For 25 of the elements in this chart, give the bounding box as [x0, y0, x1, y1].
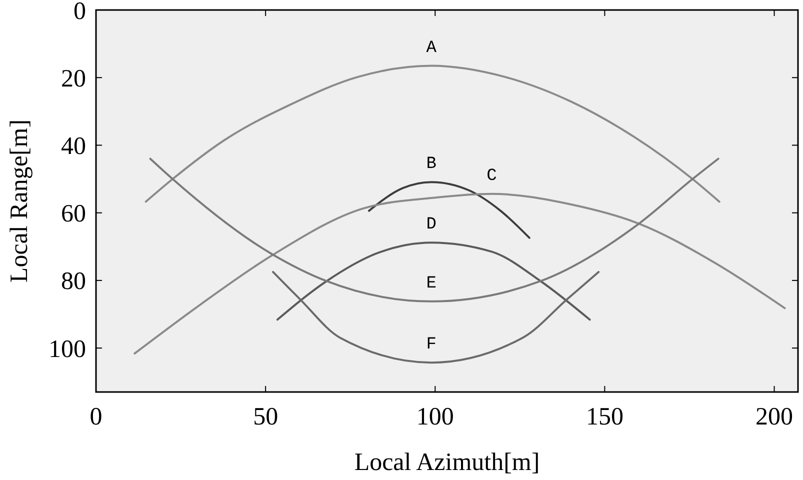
y-tick-label: 40 [61, 132, 86, 160]
series-label: E [426, 274, 436, 294]
x-axis-title: Local Azimuth[m] [354, 449, 540, 476]
line-series [276, 242, 591, 321]
y-tick-label: 20 [61, 65, 86, 92]
x-tick-label: 150 [586, 404, 624, 430]
line-series [272, 270, 600, 364]
series-label: D [426, 216, 436, 235]
y-axis-title: Local Range[m] [6, 119, 33, 283]
y-tick-label: 100 [48, 336, 86, 363]
line-series [134, 192, 786, 354]
series-label: A [426, 38, 438, 58]
line-series [149, 158, 720, 302]
x-tick-label: 100 [416, 404, 454, 430]
line-series [368, 181, 530, 239]
y-tick-label: 60 [61, 200, 86, 228]
x-tick-label: 50 [253, 404, 278, 430]
x-tick-label: 0 [90, 404, 102, 430]
line-series [144, 64, 720, 203]
series-label: B [426, 155, 436, 174]
y-tick-label: 80 [61, 268, 86, 296]
series-label: F [426, 336, 436, 355]
y-tick-label: 0 [74, 0, 86, 25]
x-tick-label: 200 [756, 404, 794, 430]
series-label: C [486, 166, 497, 186]
